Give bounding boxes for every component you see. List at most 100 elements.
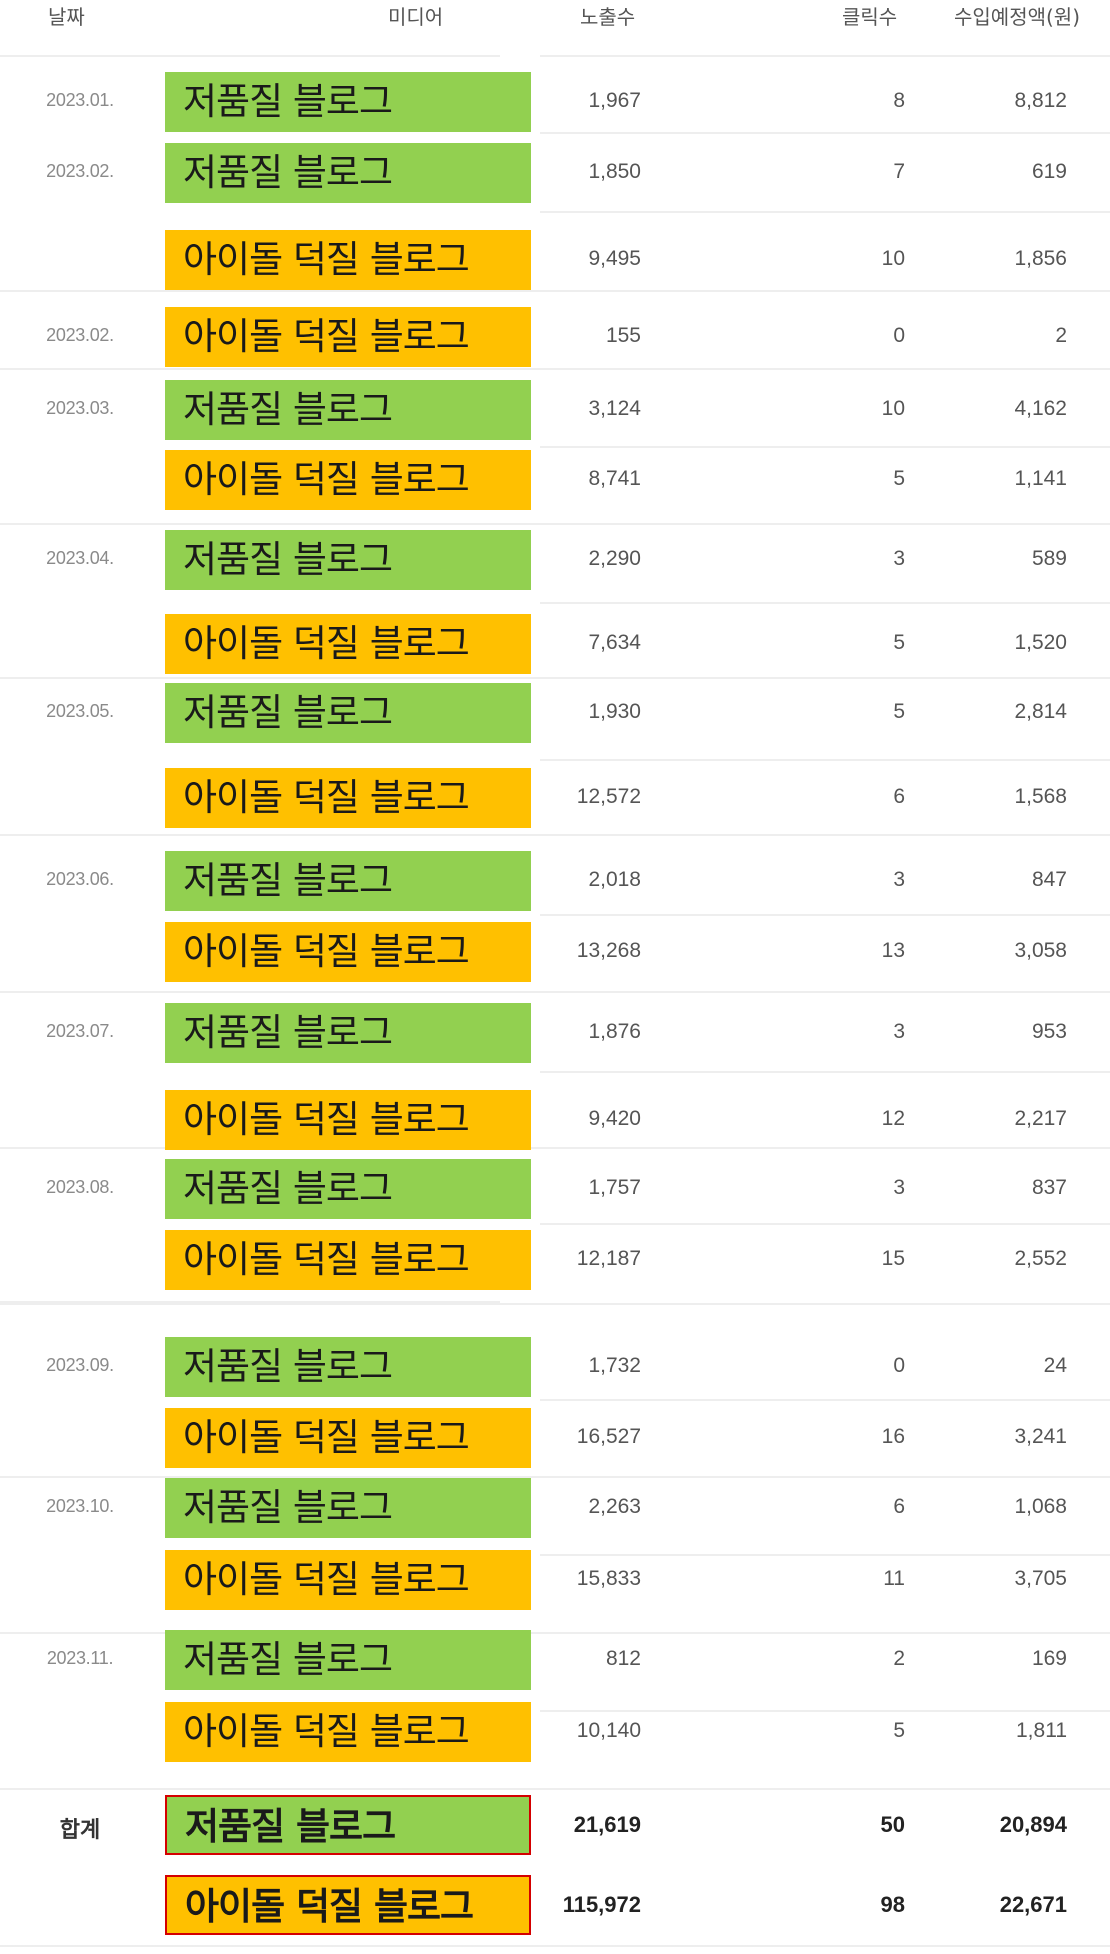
clicks-cell: 6: [893, 785, 905, 808]
revenue-cell: 3,058: [1014, 939, 1067, 962]
media-badge-idol-blog: 아이돌 덕질 블로그: [165, 1875, 531, 1935]
clicks-cell: 7: [893, 160, 905, 183]
date-cell: 2023.09.: [46, 1355, 114, 1375]
clicks-cell: 10: [881, 247, 905, 270]
row-divider: [0, 368, 1110, 370]
clicks-cell: 16: [881, 1425, 905, 1448]
date-cell: 2023.01.: [46, 90, 114, 110]
date-cell: 2023.07.: [46, 1021, 114, 1041]
clicks-cell: 5: [893, 467, 905, 490]
row-divider: [540, 1710, 1110, 1712]
clicks-cell: 0: [893, 324, 905, 347]
clicks-cell: 50: [880, 1812, 905, 1837]
media-badge-idol-blog: 아이돌 덕질 블로그: [165, 1550, 531, 1610]
row-divider: [0, 834, 1110, 836]
media-badge-low-quality-blog: 저품질 블로그: [165, 1337, 531, 1397]
revenue-cell: 2,552: [1014, 1247, 1067, 1270]
row-divider: [0, 1945, 1110, 1947]
impressions-cell: 12,187: [576, 1247, 641, 1270]
row-divider: [0, 523, 1110, 525]
media-badge-idol-blog: 아이돌 덕질 블로그: [165, 307, 531, 367]
row-divider: [0, 1303, 1110, 1305]
row-divider: [540, 132, 1110, 134]
row-divider: [540, 211, 1110, 213]
impressions-cell: 9,420: [588, 1107, 641, 1130]
row-divider: [0, 677, 1110, 679]
revenue-cell: 1,811: [1016, 1719, 1067, 1742]
impressions-cell: 12,572: [576, 785, 641, 808]
impressions-cell: 13,268: [576, 939, 641, 962]
clicks-cell: 2: [893, 1647, 905, 1670]
date-cell: 2023.03.: [46, 398, 114, 418]
clicks-cell: 13: [881, 939, 905, 962]
clicks-cell: 5: [893, 631, 905, 654]
media-badge-low-quality-blog: 저품질 블로그: [165, 683, 531, 743]
revenue-cell: 619: [1031, 160, 1067, 183]
media-badge-low-quality-blog: 저품질 블로그: [165, 1795, 531, 1855]
date-cell: 2023.02.: [46, 325, 114, 345]
clicks-cell: 3: [893, 1176, 905, 1199]
revenue-cell: 3,241: [1014, 1425, 1067, 1448]
row-divider: [540, 759, 1110, 761]
clicks-cell: 6: [893, 1495, 905, 1518]
clicks-cell: 3: [893, 547, 905, 570]
media-badge-idol-blog: 아이돌 덕질 블로그: [165, 230, 531, 290]
media-badge-low-quality-blog: 저품질 블로그: [165, 380, 531, 440]
header-clicks: 클릭수: [842, 5, 898, 29]
revenue-cell: 1,856: [1014, 247, 1067, 270]
clicks-cell: 8: [893, 89, 905, 112]
clicks-cell: 0: [893, 1354, 905, 1377]
media-badge-idol-blog: 아이돌 덕질 블로그: [165, 1702, 531, 1762]
row-divider: [0, 1147, 1110, 1149]
impressions-cell: 2,263: [588, 1495, 641, 1518]
media-badge-idol-blog: 아이돌 덕질 블로그: [165, 1408, 531, 1468]
clicks-cell: 5: [893, 1719, 905, 1742]
media-badge-low-quality-blog: 저품질 블로그: [165, 1003, 531, 1063]
impressions-cell: 21,619: [573, 1812, 641, 1837]
clicks-cell: 3: [893, 868, 905, 891]
impressions-cell: 1,930: [588, 700, 641, 723]
impressions-cell: 1,850: [588, 160, 641, 183]
date-cell: 2023.11.: [46, 1648, 114, 1668]
revenue-cell: 1,520: [1014, 631, 1067, 654]
media-badge-low-quality-blog: 저품질 블로그: [165, 1630, 531, 1690]
impressions-cell: 1,967: [588, 89, 641, 112]
clicks-cell: 3: [893, 1020, 905, 1043]
clicks-cell: 5: [893, 700, 905, 723]
media-badge-low-quality-blog: 저품질 블로그: [165, 530, 531, 590]
row-divider: [0, 1476, 1110, 1478]
date-cell: 2023.10.: [46, 1496, 114, 1516]
date-cell: 2023.04.: [46, 548, 114, 568]
media-badge-low-quality-blog: 저품질 블로그: [165, 1159, 531, 1219]
row-divider: [540, 1554, 1110, 1556]
row-divider: [540, 1071, 1110, 1073]
revenue-cell: 1,141: [1014, 467, 1067, 490]
row-divider: [540, 55, 1110, 57]
row-divider: [0, 1788, 1110, 1790]
media-badge-idol-blog: 아이돌 덕질 블로그: [165, 450, 531, 510]
clicks-cell: 98: [880, 1892, 905, 1917]
total-label: 합계: [59, 1818, 101, 1843]
clicks-cell: 15: [881, 1247, 905, 1270]
date-cell: 2023.02.: [46, 161, 114, 181]
revenue-cell: 8,812: [1014, 89, 1067, 112]
header-media: 미디어: [388, 5, 444, 29]
row-divider: [0, 1632, 1110, 1634]
date-cell: 2023.05.: [46, 701, 114, 721]
row-divider: [0, 991, 1110, 993]
media-badge-low-quality-blog: 저품질 블로그: [165, 72, 531, 132]
row-divider: [0, 1301, 500, 1303]
impressions-cell: 2,290: [588, 547, 641, 570]
media-badge-low-quality-blog: 저품질 블로그: [165, 143, 531, 203]
impressions-cell: 1,876: [588, 1020, 641, 1043]
impressions-cell: 8,741: [588, 467, 641, 490]
impressions-cell: 1,732: [588, 1354, 641, 1377]
revenue-cell: 1,568: [1014, 785, 1067, 808]
media-badge-idol-blog: 아이돌 덕질 블로그: [165, 614, 531, 674]
impressions-cell: 15,833: [576, 1567, 641, 1590]
revenue-cell: 20,894: [999, 1812, 1067, 1837]
revenue-cell: 589: [1031, 547, 1067, 570]
row-divider: [0, 290, 1110, 292]
clicks-cell: 10: [881, 397, 905, 420]
